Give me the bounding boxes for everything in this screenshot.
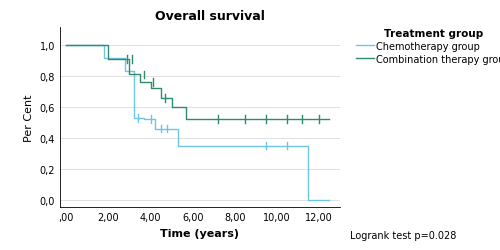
Text: Logrank test p=0.028: Logrank test p=0.028: [350, 230, 457, 240]
Legend: Chemotherapy group, Combination therapy group: Chemotherapy group, Combination therapy …: [356, 29, 500, 64]
Y-axis label: Per Cent: Per Cent: [24, 94, 34, 141]
Text: Overall survival: Overall survival: [155, 10, 265, 23]
X-axis label: Time (years): Time (years): [160, 228, 240, 238]
